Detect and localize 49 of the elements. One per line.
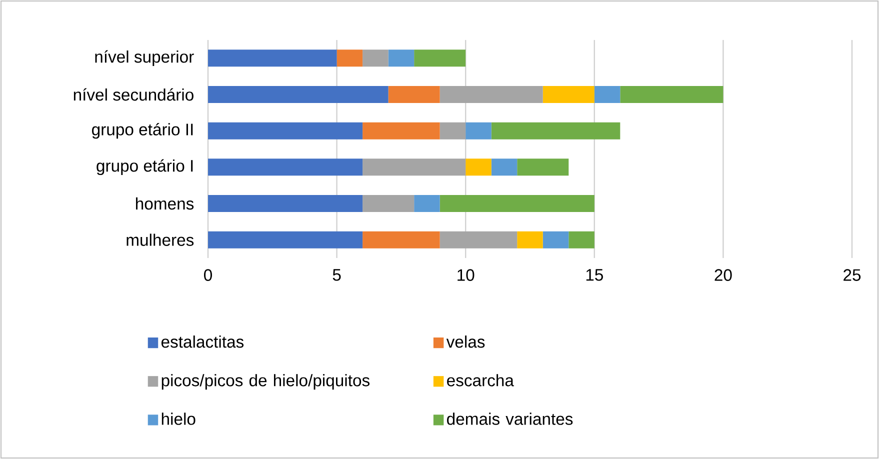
y-tick-label: mulheres <box>126 234 194 246</box>
bar <box>491 158 518 176</box>
y-tick-label: nível superior <box>95 50 194 66</box>
bar <box>440 231 518 248</box>
bar <box>208 194 363 212</box>
x-tick-label: 10 <box>458 269 474 281</box>
legend-label: escarcha <box>447 374 514 386</box>
bar <box>620 86 724 103</box>
legend-label: estalactitas <box>161 336 244 348</box>
bar <box>388 86 440 103</box>
bar <box>568 231 594 248</box>
x-tick-label: 15 <box>586 269 603 281</box>
bar <box>466 122 492 140</box>
bar <box>594 86 620 103</box>
y-tick-label: nível secundário <box>74 88 194 101</box>
legend-label: picos/picos de hielo/piquitos <box>162 374 370 390</box>
bar <box>362 122 440 140</box>
y-tick-label: grupo etário II <box>92 122 193 139</box>
y-tick-label: grupo etário I <box>96 159 193 176</box>
bar <box>388 50 414 67</box>
bar <box>208 86 388 103</box>
bar <box>440 122 466 140</box>
bar <box>517 158 569 176</box>
bar <box>362 50 388 67</box>
bar <box>440 86 543 103</box>
legend-label: hielo <box>162 412 196 425</box>
x-tick-label: 0 <box>204 269 212 281</box>
bar <box>414 194 440 212</box>
y-tick-label: homens <box>136 197 194 210</box>
x-tick-label: 5 <box>332 269 341 281</box>
legend-label: velas <box>446 336 485 348</box>
bar <box>336 50 363 67</box>
bar <box>414 50 466 67</box>
bar <box>208 158 363 176</box>
bar <box>542 86 594 103</box>
bar <box>208 231 363 248</box>
bar <box>466 158 492 176</box>
bar <box>517 231 543 248</box>
legend-label: demais variantes <box>447 412 573 425</box>
bar <box>362 158 466 176</box>
x-tick-label: 20 <box>714 269 732 281</box>
bar <box>208 50 337 67</box>
bar <box>440 194 594 212</box>
bar <box>362 231 440 248</box>
bar <box>208 122 363 140</box>
bar <box>362 194 414 212</box>
bar <box>491 122 620 140</box>
x-tick-label: 25 <box>844 269 861 281</box>
bar <box>542 231 569 248</box>
